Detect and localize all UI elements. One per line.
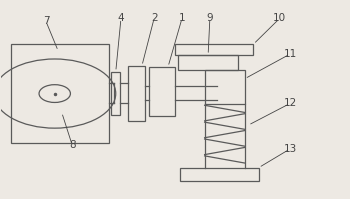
- Bar: [111, 72, 120, 115]
- Bar: [175, 44, 253, 55]
- Text: 8: 8: [69, 140, 76, 150]
- Bar: [11, 44, 109, 143]
- Text: 12: 12: [284, 99, 297, 108]
- Bar: [149, 67, 175, 116]
- Bar: [180, 168, 259, 180]
- Text: 10: 10: [273, 14, 286, 23]
- Text: 1: 1: [178, 14, 185, 23]
- Text: 13: 13: [284, 144, 297, 154]
- Bar: [178, 55, 238, 70]
- Bar: [205, 70, 245, 104]
- Bar: [128, 66, 145, 121]
- Text: 11: 11: [284, 49, 297, 59]
- Text: 9: 9: [206, 14, 213, 23]
- Text: 4: 4: [118, 14, 124, 23]
- Text: 2: 2: [151, 14, 158, 23]
- Text: 7: 7: [43, 17, 49, 26]
